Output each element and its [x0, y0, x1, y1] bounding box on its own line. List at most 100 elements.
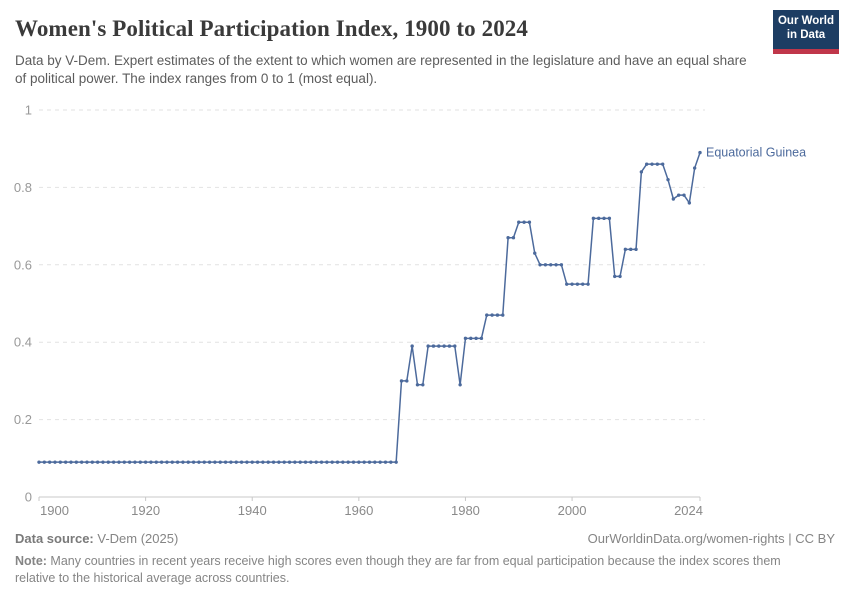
data-point-marker [346, 460, 350, 464]
data-point-marker [53, 460, 57, 464]
data-point-marker [490, 313, 494, 317]
data-point-marker [127, 460, 132, 464]
x-axis-tick-label: 1960 [344, 503, 373, 518]
data-point-marker [165, 460, 169, 464]
data-point-marker [597, 216, 601, 221]
data-point-marker [309, 460, 313, 464]
data-point-marker [159, 460, 164, 464]
data-point-marker [522, 220, 526, 224]
data-point-marker [586, 282, 590, 286]
data-source-line: Data source: V-Dem (2025) [15, 531, 178, 546]
data-point-marker [229, 460, 233, 464]
data-point-marker [623, 247, 628, 252]
data-point-marker [410, 344, 414, 348]
data-point-marker [149, 460, 153, 464]
data-point-marker [692, 166, 697, 170]
data-point-marker [106, 460, 111, 464]
data-point-marker [581, 282, 585, 286]
data-point-marker [266, 460, 270, 464]
owid-logo-line1: Our World [777, 15, 834, 27]
data-point-marker [389, 460, 393, 464]
data-point-marker [330, 460, 334, 464]
data-point-marker [485, 313, 489, 317]
data-point-marker [549, 263, 553, 267]
data-point-marker [154, 460, 158, 464]
data-point-marker [644, 162, 649, 166]
y-axis-tick-label: 1 [25, 103, 32, 118]
data-point-marker [111, 460, 116, 464]
data-point-marker [655, 162, 660, 166]
data-point-marker [517, 220, 521, 224]
data-point-marker [314, 460, 318, 464]
data-point-marker [122, 460, 126, 464]
data-point-marker [85, 460, 89, 464]
data-point-marker [271, 460, 276, 464]
data-point-marker [671, 197, 676, 201]
data-point-marker [453, 344, 457, 348]
data-line[interactable] [39, 152, 701, 463]
chart-note: Note: Many countries in recent years rec… [15, 553, 801, 587]
data-point-marker [474, 336, 478, 341]
data-point-marker [639, 170, 644, 174]
data-point-marker [687, 201, 692, 205]
data-point-marker [575, 282, 580, 286]
data-point-marker [191, 460, 196, 464]
data-point-marker [676, 193, 681, 197]
data-point-marker [63, 460, 68, 464]
data-point-marker [74, 460, 79, 464]
data-point-marker [58, 460, 63, 464]
x-axis-tick-label: 1980 [451, 503, 480, 518]
data-point-marker [181, 460, 185, 464]
data-point-marker [213, 460, 217, 464]
series-entity-label[interactable]: Equatorial Guinea [706, 146, 806, 160]
data-point-marker [698, 150, 702, 155]
data-point-marker [399, 379, 404, 383]
data-point-marker [79, 460, 84, 464]
data-source-label: Data source: [15, 531, 94, 546]
data-point-marker [421, 383, 425, 387]
data-point-marker [426, 344, 430, 348]
note-label: Note: [15, 554, 47, 568]
data-point-marker [42, 460, 47, 464]
data-point-marker [90, 460, 95, 464]
data-point-marker [511, 236, 516, 240]
data-point-marker [325, 460, 329, 464]
data-point-marker [239, 460, 244, 464]
note-value: Many countries in recent years receive h… [15, 554, 781, 585]
data-point-marker [362, 460, 366, 464]
owid-logo: Our World in Data [773, 10, 839, 54]
data-point-marker [341, 460, 345, 464]
data-point-marker [207, 460, 212, 464]
data-point-marker [47, 460, 52, 464]
data-point-marker [506, 236, 510, 240]
data-point-marker [469, 336, 473, 341]
data-point-marker [533, 251, 537, 255]
data-point-marker [431, 344, 436, 348]
chart-title: Women's Political Participation Index, 1… [15, 16, 528, 41]
y-axis-tick-label: 0.6 [14, 257, 32, 272]
line-chart-canvas[interactable]: 0 0.2 0.4 0.6 0.8 1 1900 1920 1940 1960 1980 2000 20… [0, 95, 850, 525]
data-point-marker [186, 460, 190, 464]
data-point-marker [373, 460, 377, 464]
y-axis-tick-label: 0.4 [14, 335, 32, 350]
x-axis-tick-label: 2000 [558, 503, 587, 518]
data-source-value: V-Dem (2025) [93, 531, 179, 546]
data-point-marker [447, 344, 452, 348]
data-point-marker [554, 263, 558, 267]
data-point-marker [250, 460, 254, 464]
data-point-marker [234, 460, 238, 464]
data-point-marker [138, 460, 142, 464]
data-point-marker [298, 460, 302, 464]
data-point-marker [383, 460, 388, 464]
data-point-marker [463, 336, 468, 341]
data-point-marker [666, 177, 670, 182]
data-point-marker [607, 216, 612, 221]
data-point-marker [591, 216, 596, 221]
data-point-marker [197, 460, 201, 464]
data-point-marker [682, 193, 686, 197]
data-point-marker [202, 460, 206, 464]
y-axis-tick-label: 0.2 [14, 412, 32, 427]
data-point-marker [415, 383, 420, 387]
data-point-marker [527, 220, 532, 224]
owid-url-link[interactable]: OurWorldinData.org/women-rights | CC BY [587, 531, 835, 546]
